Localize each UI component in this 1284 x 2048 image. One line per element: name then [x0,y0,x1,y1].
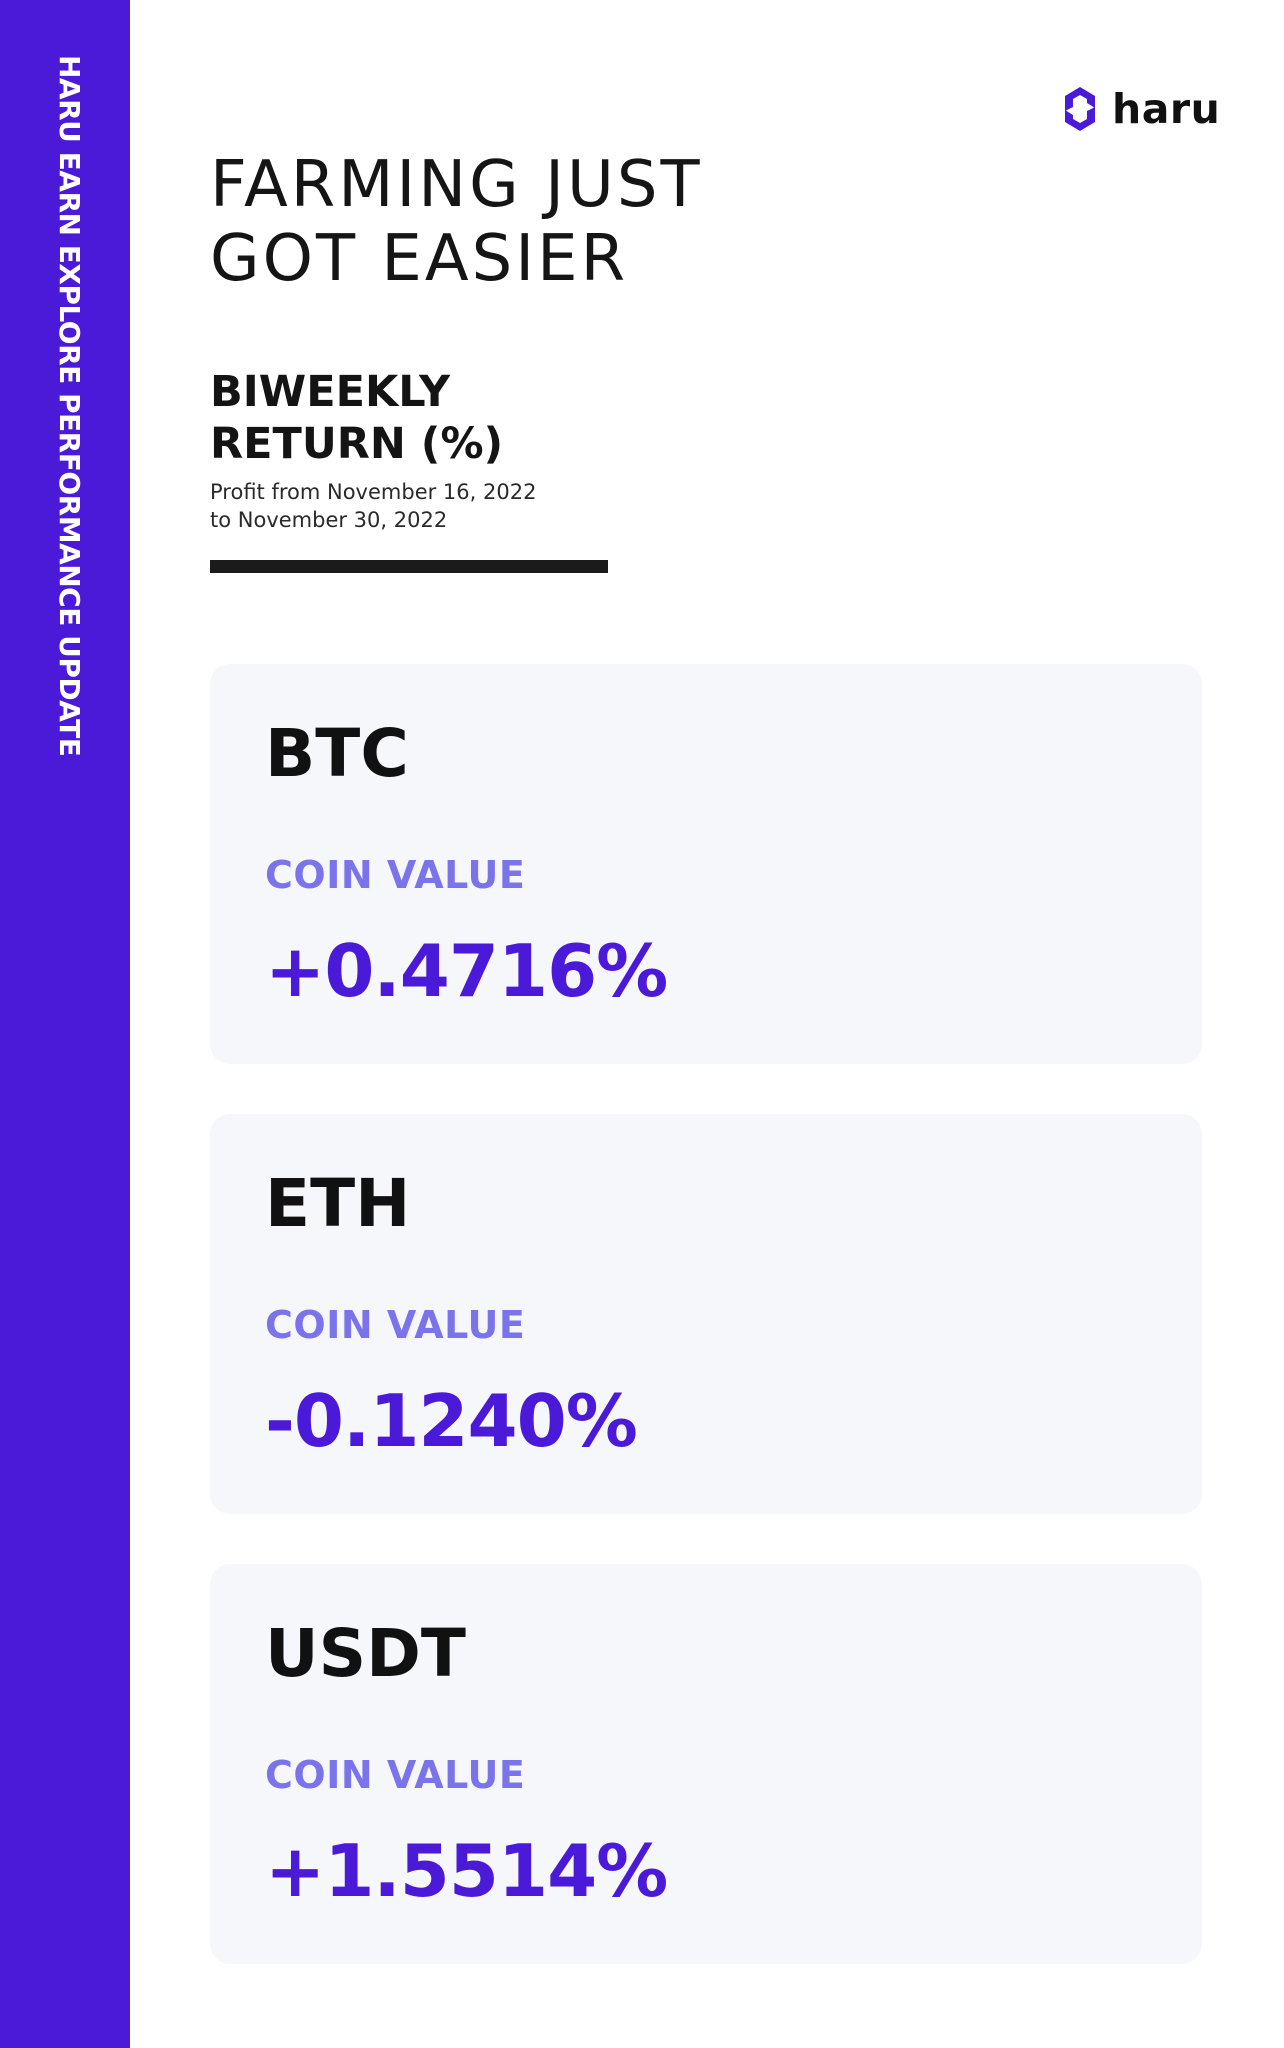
headline-line-2: GOT EASIER [210,222,629,296]
profit-period-line-1: Profit from November 16, 2022 [210,480,537,504]
coin-value-label: COIN VALUE [265,1753,526,1797]
section-title: BIWEEKLY RETURN (%) [210,366,503,470]
coin-card-usdt: USDT COIN VALUE +1.5514% [210,1564,1202,1964]
coin-return-value: +0.4716% [265,929,668,1013]
profit-period-line-2: to November 30, 2022 [210,508,448,532]
section-divider [210,560,608,573]
coin-card-btc: BTC COIN VALUE +0.4716% [210,664,1202,1064]
section-title-line-1: BIWEEKLY [210,367,451,417]
headline-line-1: FARMING JUST [210,148,703,222]
coin-value-label: COIN VALUE [265,853,526,897]
haru-hexagon-logo-icon [1065,87,1095,131]
sidebar-banner: HARU EARN EXPLORE PERFORMANCE UPDATE [0,0,130,2048]
section-title-line-2: RETURN (%) [210,419,504,469]
coin-name: USDT [265,1615,466,1692]
brand-name: haru [1112,85,1221,133]
coin-value-label: COIN VALUE [265,1303,526,1347]
coin-name: BTC [265,715,409,792]
brand-logo: haru [1062,84,1220,134]
profit-period: Profit from November 16, 2022 to Novembe… [210,478,536,534]
coin-card-eth: ETH COIN VALUE -0.1240% [210,1114,1202,1514]
coin-return-value: +1.5514% [265,1829,668,1913]
coin-name: ETH [265,1165,411,1242]
coin-return-value: -0.1240% [265,1379,638,1463]
sidebar-banner-text: HARU EARN EXPLORE PERFORMANCE UPDATE [53,55,86,757]
page-headline: FARMING JUST GOT EASIER [210,148,703,296]
